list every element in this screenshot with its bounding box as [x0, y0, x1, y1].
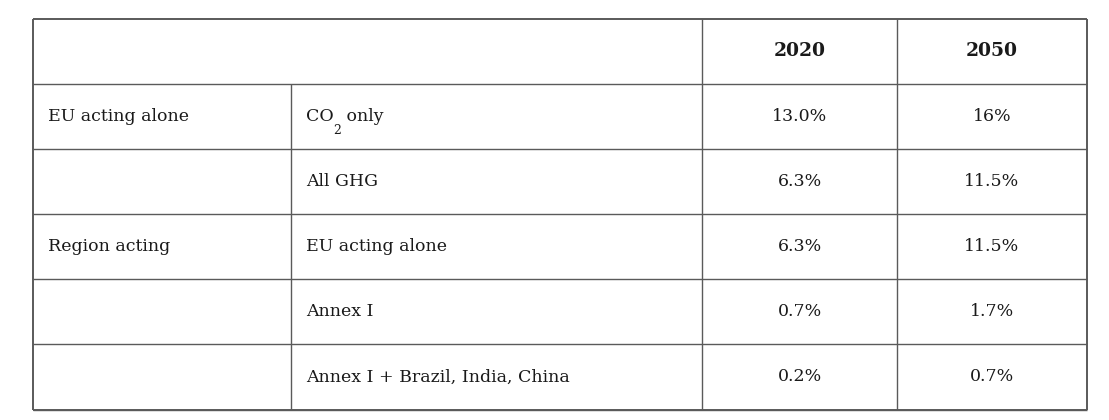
- Text: CO: CO: [306, 108, 334, 125]
- Text: Annex I + Brazil, India, China: Annex I + Brazil, India, China: [306, 368, 570, 386]
- Text: 1.7%: 1.7%: [970, 303, 1014, 320]
- Text: 2020: 2020: [774, 42, 826, 60]
- Text: Region acting: Region acting: [48, 238, 170, 255]
- Text: 11.5%: 11.5%: [965, 173, 1019, 190]
- Text: only: only: [342, 108, 384, 125]
- Text: 0.7%: 0.7%: [777, 303, 822, 320]
- Text: 11.5%: 11.5%: [965, 238, 1019, 255]
- Text: 0.7%: 0.7%: [970, 368, 1014, 386]
- Text: 2: 2: [334, 124, 342, 137]
- Text: EU acting alone: EU acting alone: [48, 108, 189, 125]
- Text: 6.3%: 6.3%: [777, 173, 822, 190]
- Text: 13.0%: 13.0%: [772, 108, 827, 125]
- Text: 0.2%: 0.2%: [777, 368, 822, 386]
- Text: 6.3%: 6.3%: [777, 238, 822, 255]
- Text: All GHG: All GHG: [306, 173, 378, 190]
- Text: 16%: 16%: [973, 108, 1011, 125]
- Text: Annex I: Annex I: [306, 303, 374, 320]
- Text: 2050: 2050: [966, 42, 1018, 60]
- Text: 2: 2: [334, 124, 342, 137]
- Text: EU acting alone: EU acting alone: [306, 238, 447, 255]
